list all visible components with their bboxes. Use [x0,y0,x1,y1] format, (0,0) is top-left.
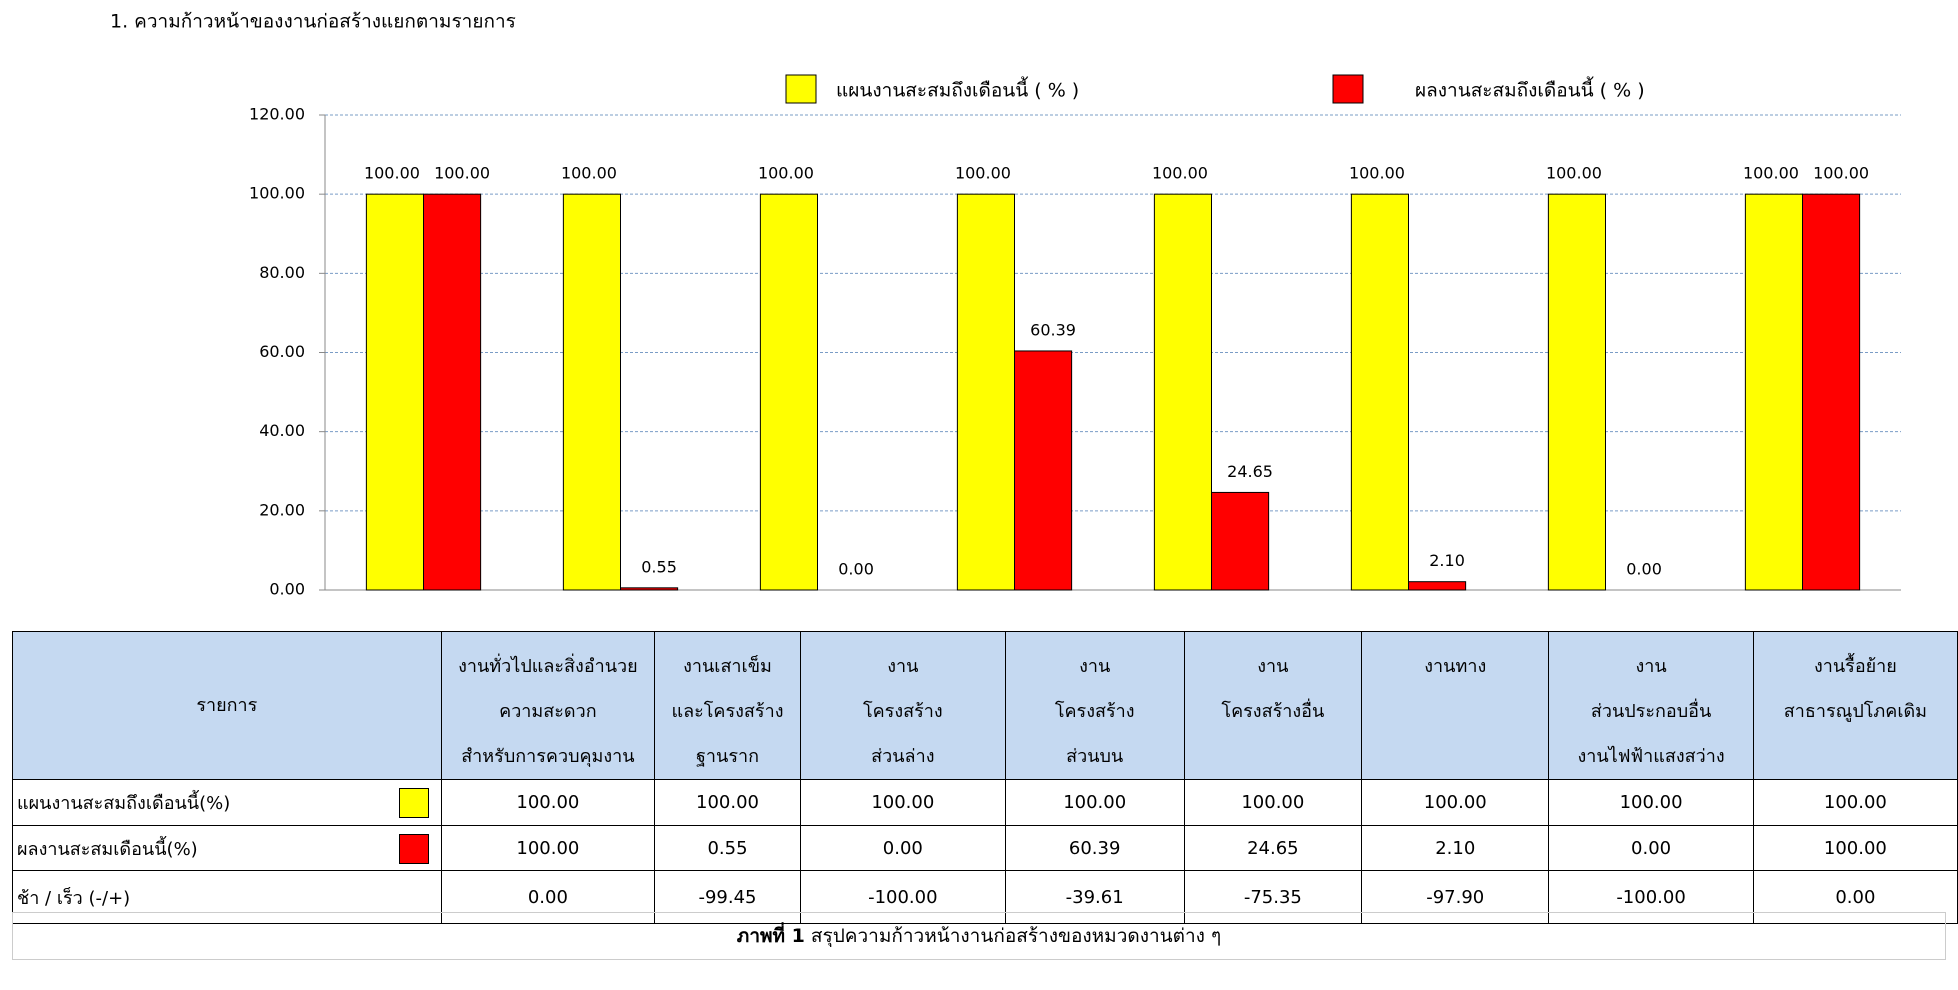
table-cell: 100.00 [1752,779,1958,826]
column-header: งาน ส่วนประกอบอื่น งานไฟฟ้าแสงสว่าง [1548,631,1754,780]
row-label: ผลงานสะสมเดือนนี้(%) [12,825,442,871]
table-row: แผนงานสะสมถึงเดือนนี้(%) 100.00 100.00 100.… [12,779,1958,826]
y-tick-label: 120.00 [249,105,305,124]
table-cell: -100.00 [1548,870,1754,924]
header-row: รายการ งานทั่วไปและสิ่งอำนวย ความสะดวก สำ… [12,631,1958,780]
data-table: รายการ งานทั่วไปและสิ่งอำนวย ความสะดวก สำ… [12,631,1958,924]
table-cell: 100.00 [1548,779,1754,826]
table-cell: 100.00 [799,779,1006,826]
legend-label: แผนงานสะสมถึงเดือนนี้ ( % ) [836,77,1079,102]
value-label: 100.00 [1349,164,1405,183]
table-cell: 2.10 [1361,825,1550,871]
table-cell: 0.55 [654,825,801,871]
table-cell: 100.00 [440,825,656,871]
value-label: 24.65 [1227,462,1273,481]
legend-label: ผลงานสะสมถึงเดือนนี้ ( % ) [1415,77,1645,102]
value-label: 100.00 [1152,164,1208,183]
value-label: 100.00 [434,164,490,183]
table-cell: -99.45 [654,870,801,924]
value-label: 0.00 [1626,560,1662,579]
value-label: 2.10 [1429,551,1465,570]
table-cell: -39.61 [1004,870,1185,924]
column-header: งาน โครงสร้าง ส่วนบน [1004,631,1185,780]
value-label: 100.00 [955,164,1011,183]
row-label: ช้า / เร็ว (-/+) [12,870,442,924]
page-title: 1. ความก้าวหน้าของงานก่อสร้างแยกตามรายกา… [110,11,516,33]
table-cell: 0.00 [1548,825,1754,871]
bar [423,193,482,591]
y-tick-label: 0.00 [269,580,305,599]
bar [956,193,1015,591]
row-label-text: แผนงานสะสมถึงเดือนนี้(%) [17,793,231,814]
caption-label: ภาพที่ 1 [736,925,805,947]
value-label: 100.00 [758,164,814,183]
bar [1802,193,1861,591]
row-label: แผนงานสะสมถึงเดือนนี้(%) [12,779,442,826]
bar [620,587,679,591]
table-cell: -97.90 [1361,870,1550,924]
table-cell: 100.00 [654,779,801,826]
bar [1211,491,1270,591]
column-header: งานทั่วไปและสิ่งอำนวย ความสะดวก สำหรับกา… [440,631,656,780]
value-label: 100.00 [1546,164,1602,183]
table-cell: 0.00 [1752,870,1958,924]
table-cell: 100.00 [1183,779,1363,826]
y-tick-label: 40.00 [259,421,305,440]
column-header: งาน โครงสร้างอื่น [1183,631,1363,780]
bar [1153,193,1212,591]
table-row: ผลงานสะสมเดือนนี้(%) 100.00 0.55 0.00 60.39 2… [12,825,1958,871]
value-label: 0.00 [838,560,874,579]
table-cell: 60.39 [1004,825,1185,871]
row-swatch [398,834,429,864]
y-tick-label: 100.00 [249,184,305,203]
table-cell: 100.00 [1361,779,1550,826]
y-tick-label: 20.00 [259,500,305,519]
table-cell: 0.00 [799,825,1006,871]
bar [1014,350,1073,591]
y-tick-label: 60.00 [259,342,305,361]
table-cell: 100.00 [440,779,656,826]
row-label-text: ช้า / เร็ว (-/+) [17,887,131,909]
column-header: งานรื้อย้าย สาธารณูปโภคเดิม [1752,631,1958,780]
value-label: 100.00 [1743,164,1799,183]
value-label: 100.00 [1813,164,1869,183]
value-label: 60.39 [1030,320,1076,339]
caption: ภาพที่ 1 สรุปความก้าวหน้างานก่อสร้างของห… [12,912,1946,960]
table-cell: -75.35 [1183,870,1363,924]
value-label: 100.00 [561,164,617,183]
table-body: รายการ งานทั่วไปและสิ่งอำนวย ความสะดวก สำ… [12,631,1958,924]
table-cell: -100.00 [799,870,1006,924]
table-cell: 100.00 [1004,779,1185,826]
bar [759,193,818,591]
column-header: งานทาง [1361,631,1550,780]
bar [1744,193,1803,591]
legend-swatch [1332,74,1364,104]
table-cell: 0.00 [440,870,656,924]
column-header: งานเสาเข็ม และโครงสร้าง ฐานราก [654,631,801,780]
caption-text: สรุปความก้าวหน้างานก่อสร้างของหมวดงานต่า… [810,925,1222,947]
y-tick-label: 80.00 [259,263,305,282]
bar [365,193,424,591]
row-swatch [398,788,429,818]
value-label: 0.55 [641,557,677,576]
bar [1408,581,1467,591]
table-row: ช้า / เร็ว (-/+) 0.00 -99.45 -100.00 -39.61-… [12,870,1958,924]
legend-swatch [785,74,817,104]
table-cell: 100.00 [1752,825,1958,871]
column-header: งาน โครงสร้าง ส่วนล่าง [799,631,1006,780]
bar [562,193,621,591]
bar [1547,193,1606,591]
value-label: 100.00 [364,164,420,183]
table-cell: 24.65 [1183,825,1363,871]
bar [1350,193,1409,591]
row-label-text: ผลงานสะสมเดือนนี้(%) [17,838,198,860]
chart: 1. ความก้าวหน้าของงานก่อสร้างแยกตามรายกา… [110,11,1901,599]
row-header: รายการ [12,631,442,780]
